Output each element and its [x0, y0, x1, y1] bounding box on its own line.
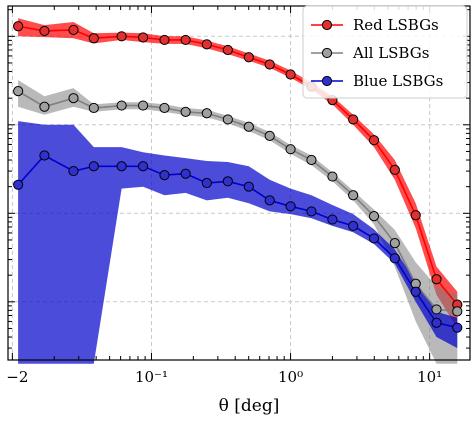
- blue-lsbgs-point: [39, 150, 50, 161]
- all-lsbgs-point: [180, 106, 191, 117]
- all-lsbgs-point: [368, 210, 380, 222]
- x-tick-label: 10⁻¹: [135, 368, 168, 386]
- all-lsbgs-point: [13, 86, 24, 97]
- blue-lsbgs-point: [452, 322, 463, 333]
- red-lsbgs-point: [410, 210, 421, 221]
- blue-lsbgs-point: [306, 206, 317, 217]
- blue-lsbgs-point: [431, 317, 442, 328]
- series-markers: [13, 21, 463, 333]
- all-lsbgs-point: [348, 190, 359, 201]
- all-lsbgs-band: [18, 80, 458, 364]
- all-lsbgs-point: [39, 101, 50, 112]
- all-lsbgs-point: [137, 100, 149, 111]
- all-lsbgs-point: [159, 102, 170, 114]
- all-lsbgs-point: [88, 102, 99, 114]
- blue-lsbgs-point: [389, 253, 400, 264]
- all-lsbgs-point: [285, 144, 296, 155]
- blue-lsbgs-point: [137, 161, 149, 172]
- all-lsbgs-point: [264, 130, 275, 141]
- red-lsbgs-point: [264, 59, 275, 70]
- legend-marker-blue-lsbgs: [321, 75, 333, 87]
- blue-lsbgs-point: [180, 168, 191, 179]
- red-lsbgs-point: [13, 21, 24, 32]
- red-lsbgs-point: [285, 69, 296, 80]
- red-lsbgs-point: [348, 114, 359, 125]
- blue-lsbgs-point: [285, 201, 296, 212]
- legend-marker-all-lsbgs: [321, 47, 333, 59]
- x-tick-labels: −2 10⁻¹ 10⁰ 10¹: [6, 368, 442, 386]
- legend-box: [302, 5, 468, 99]
- x-tick-label: 10¹: [417, 368, 442, 386]
- blue-lsbgs-point: [88, 161, 99, 172]
- blue-lsbgs-point: [13, 179, 24, 190]
- legend: Red LSBGs All LSBGs Blue LSBGs: [302, 5, 468, 99]
- blue-lsbgs-point: [264, 195, 275, 206]
- red-lsbgs-point: [222, 44, 233, 56]
- red-lsbgs-point: [137, 32, 149, 43]
- all-lsbgs-point: [68, 93, 79, 104]
- x-tick-label: 10⁰: [278, 368, 303, 386]
- all-lsbgs-point: [201, 108, 212, 119]
- red-lsbgs-point: [68, 24, 79, 36]
- blue-lsbgs-point: [116, 161, 127, 172]
- all-lsbgs-point: [327, 171, 338, 182]
- all-lsbgs-point: [389, 238, 400, 249]
- blue-lsbgs-point: [243, 181, 254, 192]
- red-lsbgs-point: [201, 39, 212, 50]
- blue-lsbgs-point: [348, 220, 359, 232]
- red-lsbgs-point: [243, 52, 254, 63]
- blue-lsbgs-point: [201, 177, 212, 189]
- red-lsbgs-point: [116, 31, 127, 42]
- red-lsbgs-point: [389, 164, 400, 175]
- error-bands: [18, 18, 458, 364]
- red-lsbgs-point: [431, 274, 442, 285]
- red-lsbgs-point: [368, 135, 380, 146]
- blue-lsbgs-point: [68, 165, 79, 177]
- all-lsbgs-point: [243, 121, 254, 132]
- legend-label-blue-lsbgs: Blue LSBGs: [353, 72, 443, 90]
- blue-lsbgs-point: [327, 214, 338, 225]
- blue-lsbgs-point: [410, 286, 421, 297]
- plot-frame: [7, 5, 471, 361]
- all-lsbgs-point: [306, 154, 317, 166]
- all-lsbgs-point: [222, 114, 233, 125]
- x-axis-title: θ [deg]: [219, 396, 280, 416]
- blue-lsbgs-point: [159, 170, 170, 181]
- all-lsbgs-point: [431, 304, 442, 315]
- red-lsbgs-point: [180, 34, 191, 46]
- blue-lsbgs-band: [18, 121, 458, 364]
- legend-label-all-lsbgs: All LSBGs: [352, 44, 429, 62]
- red-lsbgs-point: [39, 25, 50, 37]
- legend-marker-red-lsbgs: [321, 19, 333, 31]
- x-tick-label: −2: [6, 368, 28, 386]
- legend-label-red-lsbgs: Red LSBGs: [353, 16, 439, 34]
- blue-lsbgs-point: [222, 176, 233, 187]
- blue-lsbgs-point: [368, 233, 380, 244]
- all-lsbgs-point: [116, 100, 127, 111]
- all-lsbgs-point: [452, 306, 463, 317]
- red-lsbgs-point: [159, 34, 170, 46]
- red-lsbgs-point: [88, 33, 99, 44]
